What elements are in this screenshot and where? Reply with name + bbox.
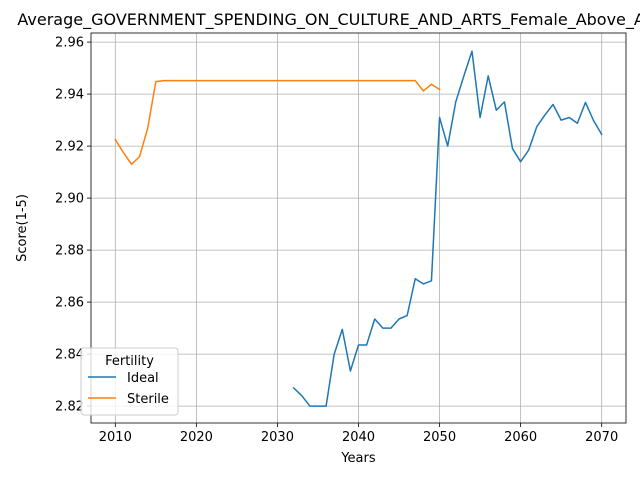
legend-label-sterile: Sterile [127,392,169,407]
y-tick-label: 2.84 [55,348,84,363]
legend-title: Fertility [105,354,154,369]
x-tick-label: 2060 [504,430,537,445]
chart-title: Average_GOVERNMENT_SPENDING_ON_CULTURE_A… [17,10,640,30]
y-tick-label: 2.96 [55,36,84,51]
y-tick-label: 2.82 [55,400,84,415]
y-tick-label: 2.92 [55,140,84,155]
x-tick-label: 2070 [585,430,618,445]
series-line-sterile [114,79,441,166]
grid-lines [91,33,626,423]
x-tick-label: 2030 [261,430,294,445]
series-line-ideal [292,50,603,407]
y-tick-label: 2.88 [55,244,84,259]
series-lines [114,50,603,407]
x-axis-title: Years [340,451,376,466]
y-tick-label: 2.94 [55,88,84,103]
legend: Fertility Ideal Sterile [80,347,179,416]
x-tick-label: 2010 [99,430,132,445]
y-tick-label: 2.90 [55,192,84,207]
y-axis-title: Score(1-5) [15,194,30,262]
x-tick-label: 2040 [342,430,375,445]
y-axis-ticks: 2.82 2.84 2.86 2.88 2.90 2.92 2.94 2.96 [55,36,91,415]
legend-label-ideal: Ideal [127,371,159,386]
x-axis-ticks: 2010 2020 2030 2040 2050 2060 2070 [99,423,618,445]
x-tick-label: 2050 [423,430,456,445]
x-tick-label: 2020 [180,430,213,445]
y-tick-label: 2.86 [55,296,84,311]
